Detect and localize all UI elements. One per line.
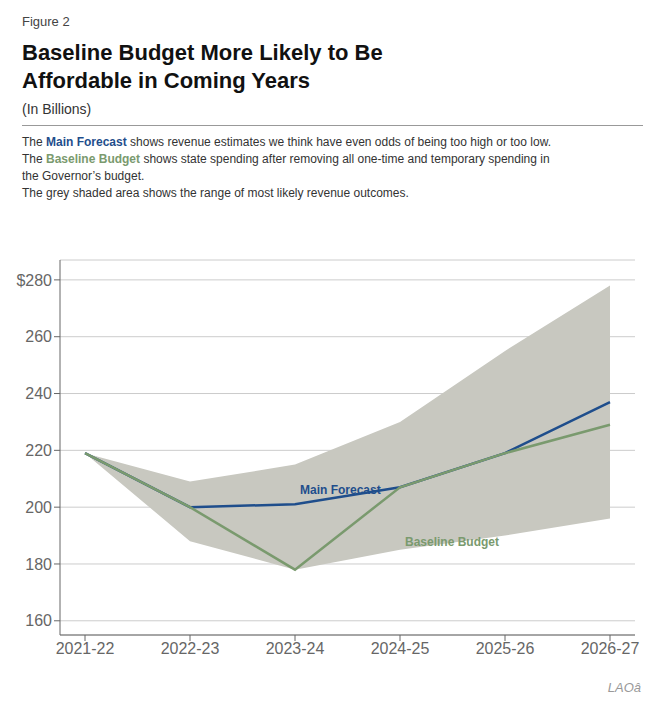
svg-text:Main Forecast: Main Forecast xyxy=(300,483,381,497)
svg-text:220: 220 xyxy=(25,442,52,459)
html-text:The Baseline Budget shows stat: The Baseline Budget shows state spending… xyxy=(22,152,550,166)
svg-text:260: 260 xyxy=(25,328,52,345)
svg-text:$280: $280 xyxy=(16,272,52,289)
html-text:Figure 2: Figure 2 xyxy=(22,14,70,29)
svg-text:2022-23: 2022-23 xyxy=(161,640,220,657)
svg-text:200: 200 xyxy=(25,499,52,516)
svg-text:2021-22: 2021-22 xyxy=(56,640,115,657)
svg-text:2024-25: 2024-25 xyxy=(371,640,430,657)
html-text:(In Billions): (In Billions) xyxy=(22,101,92,117)
html-text:Affordable in Coming Years: Affordable in Coming Years xyxy=(22,68,311,93)
svg-text:2026-27: 2026-27 xyxy=(581,640,640,657)
svg-text:2023-24: 2023-24 xyxy=(266,640,325,657)
svg-text:160: 160 xyxy=(25,612,52,629)
svg-text:Baseline Budget: Baseline Budget xyxy=(405,535,499,549)
html-text:LAOâ: LAOâ xyxy=(607,680,641,695)
html-text:The grey shaded area shows the: The grey shaded area shows the range of … xyxy=(22,186,409,200)
svg-text:240: 240 xyxy=(25,385,52,402)
svg-text:180: 180 xyxy=(25,556,52,573)
html-text:the Governor’s budget.: the Governor’s budget. xyxy=(22,169,145,183)
svg-text:2025-26: 2025-26 xyxy=(476,640,535,657)
html-text:The Main Forecast shows revenu: The Main Forecast shows revenue estimate… xyxy=(22,135,551,149)
html-text:Baseline Budget More Likely to: Baseline Budget More Likely to Be xyxy=(22,40,383,65)
